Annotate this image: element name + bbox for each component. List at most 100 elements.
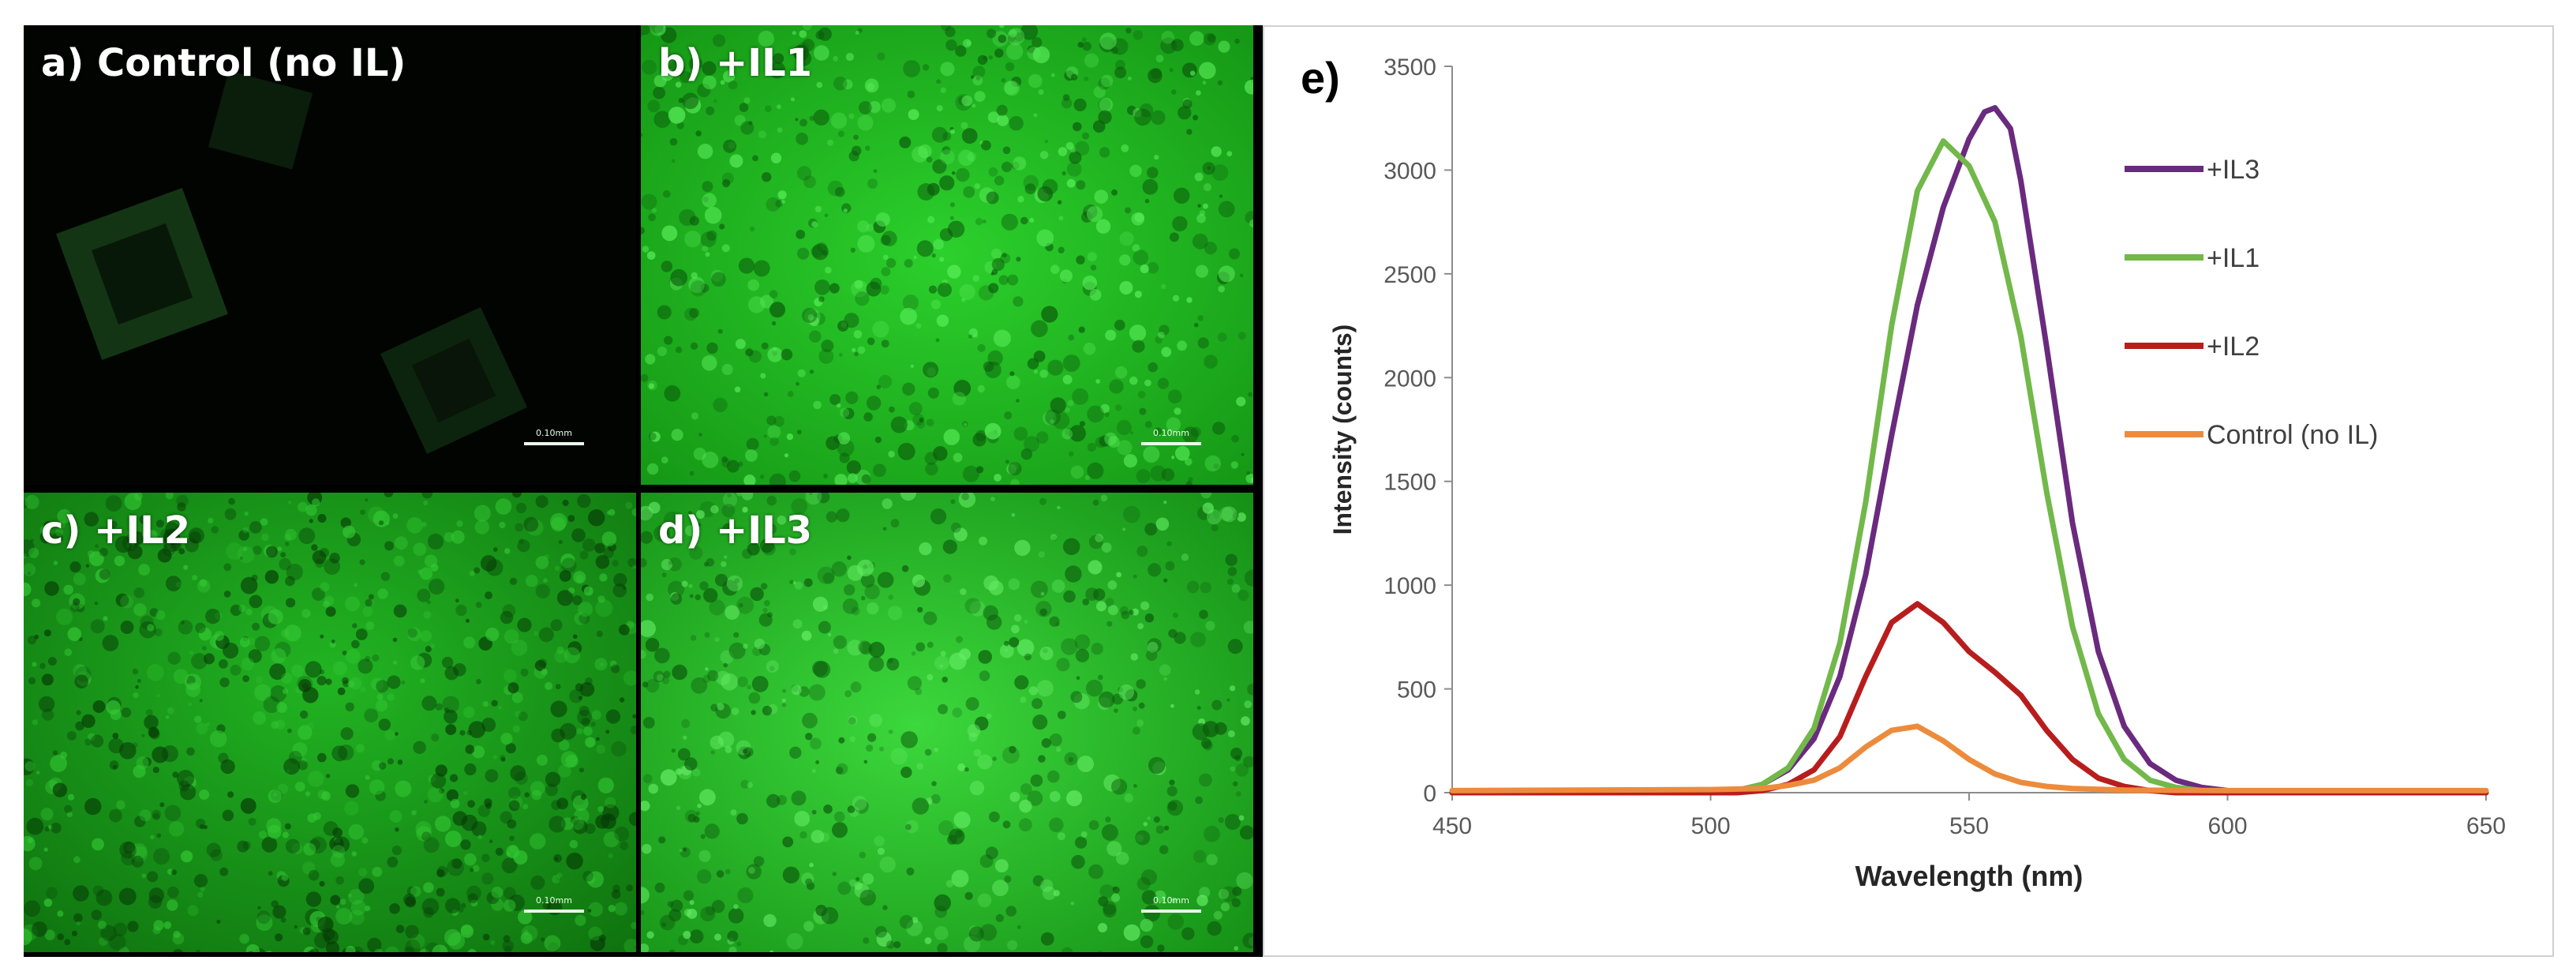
speckle-dot [1116,419,1132,436]
speckle-dot [949,216,954,220]
speckle-dot [689,546,703,560]
speckle-dot [206,722,210,726]
speckle-dot [103,616,108,621]
speckle-dot [782,866,800,883]
speckle-dot [648,783,659,794]
speckle-dot [597,595,605,603]
speckle-dot [877,52,886,61]
speckle-dot [501,857,518,874]
speckle-dot [653,670,665,683]
speckle-dot [812,596,829,612]
speckle-dot [715,670,731,685]
panel-label-d: d) +IL3 [658,508,813,553]
speckle-dot [73,913,83,923]
speckle-dot [806,882,815,891]
speckle-dot [253,711,267,725]
speckle-dot [960,122,968,129]
speckle-dot [818,621,831,634]
speckle-dot [1065,565,1082,583]
speckle-dot [1240,825,1253,840]
speckle-dot [41,708,54,721]
speckle-dot [1057,832,1065,841]
speckle-dot [266,546,278,558]
speckle-dot [641,531,653,544]
speckle-dot [702,61,717,76]
speckle-dot [763,913,777,928]
speckle-dot [515,711,522,718]
speckle-dot [1070,465,1084,479]
speckle-dot [133,603,147,617]
speckle-dot [1066,178,1076,188]
speckle-dot [352,623,358,628]
speckle-dot [489,839,493,843]
speckle-dot [323,821,339,836]
speckle-dot [1076,676,1080,681]
speckle-dot [344,801,359,816]
speckle-dot [792,581,796,585]
y-tick-label: 0 [1423,781,1436,807]
speckle-dot [1230,747,1243,760]
speckle-dot [1136,876,1151,891]
speckle-dot [141,873,147,879]
speckle-dot [157,548,172,563]
speckle-dot [737,676,748,688]
speckle-dot [993,329,1011,347]
speckle-dot [685,525,696,536]
speckle-dot [596,630,603,637]
speckle-dot [601,531,617,546]
speckle-dot [136,756,149,770]
speckle-dot [455,604,467,617]
speckle-dot [544,935,561,952]
speckle-dot [481,853,490,862]
speckle-dot [988,167,998,177]
speckle-dot [882,527,887,531]
speckle-dot [511,692,523,703]
speckle-dot [932,159,947,174]
speckle-dot [459,907,464,913]
speckle-dot [706,342,718,354]
speckle-dot [758,30,774,47]
speckle-dot [477,805,491,817]
speckle-dot [323,601,330,608]
speckle-dot [599,573,608,582]
speckle-dot [282,688,289,695]
speckle-dot [1143,822,1148,827]
y-tick-label: 3500 [1383,54,1436,81]
speckle-dot [170,540,182,551]
speckle-dot [405,939,421,952]
speckle-dot [661,677,670,685]
speckle-dot [95,889,113,906]
speckle-dot [1067,399,1074,407]
speckle-dot [503,935,511,943]
speckle-dot [704,632,710,638]
speckle-dot [1068,334,1074,341]
speckle-dot [1159,664,1171,676]
speckle-dot [1082,132,1090,140]
speckle-dot [394,536,408,550]
speckle-dot [717,731,735,748]
speckle-dot [444,710,458,724]
speckle-dot [811,221,818,228]
speckle-dot [373,510,390,527]
speckle-dot [1100,74,1114,88]
speckle-dot [541,668,548,676]
speckle-dot [312,550,327,565]
speckle-dot [384,541,395,551]
speckle-dot [1178,106,1192,120]
speckle-dot [1157,377,1170,389]
speckle-dot [578,696,582,700]
speckle-dot [1213,463,1219,470]
speckle-dot [1062,374,1073,384]
speckle-dot [1070,901,1075,906]
speckle-dot [658,836,666,844]
speckle-dot [695,811,701,816]
speckle-dot [722,523,733,534]
speckle-dot [1024,436,1040,452]
speckle-dot [721,673,739,691]
speckle-dot [867,602,879,615]
speckle-dot [702,451,719,468]
speckle-dot [377,588,388,599]
speckle-dot [863,412,873,422]
speckle-dot [689,471,695,476]
speckle-dot [1041,738,1051,748]
